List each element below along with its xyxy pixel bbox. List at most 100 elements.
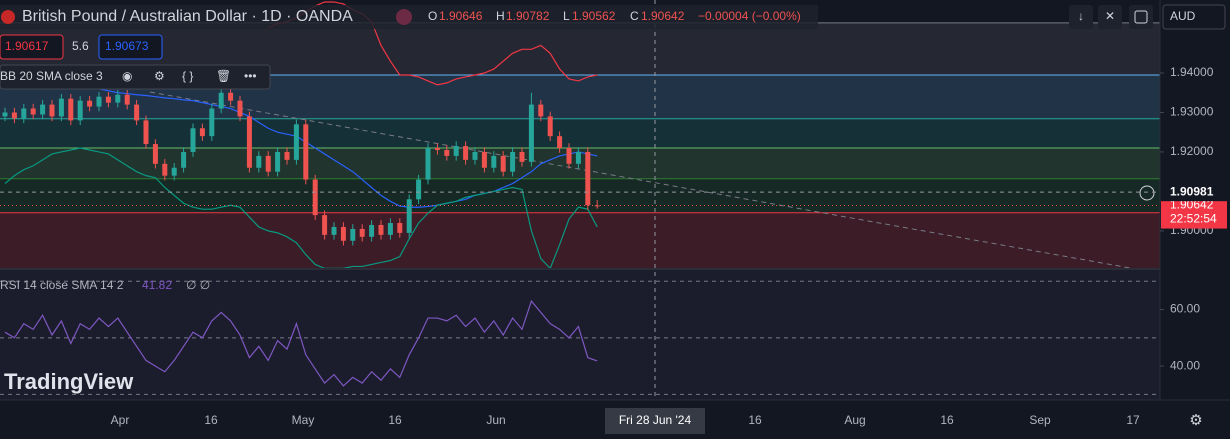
candle-body: [303, 124, 309, 180]
candle-body: [340, 226, 346, 241]
logo: TradingView: [4, 369, 134, 394]
bb-label: BB 20 SMA close 3: [0, 69, 103, 83]
candle-body: [209, 108, 215, 137]
rsi-pane: [0, 270, 1160, 400]
sell-button[interactable]: [0, 34, 64, 60]
candle-body: [143, 120, 149, 145]
candle-body: [528, 104, 534, 162]
candle-body: [284, 151, 290, 160]
o-label: O: [428, 9, 437, 23]
x-tick-label: 16: [388, 413, 402, 427]
candle-body: [199, 128, 205, 137]
candle-body: [87, 100, 93, 107]
candle-body: [434, 148, 440, 150]
candle-body: [58, 98, 64, 117]
candle-body: [463, 146, 469, 160]
x-tick-label: May: [292, 413, 315, 427]
candle-body: [162, 163, 168, 176]
currency-select[interactable]: [1162, 4, 1226, 30]
level-band: [0, 118, 1160, 149]
x-tick-label: Jun: [486, 413, 505, 427]
symbol: British Pound / Australian Dollar · 1D ·…: [22, 8, 353, 25]
candle-body: [481, 151, 487, 168]
rsi-label: RSI 14 close SMA 14 2: [0, 278, 124, 292]
status: [396, 9, 412, 25]
bb-basis: [4, 70, 598, 208]
icon-settings[interactable]: ⚙: [154, 69, 165, 83]
candle-body: [387, 223, 393, 235]
btn-fullscreen[interactable]: [1129, 5, 1153, 29]
icon-eye[interactable]: ◉: [122, 69, 132, 83]
candle-body: [171, 167, 177, 176]
countdown: 22:52:54: [1170, 212, 1217, 226]
candle-body: [444, 149, 450, 156]
o-value: 1.90646: [439, 9, 483, 23]
candle-body: [293, 124, 299, 160]
btn-collapse-icon: ✕: [1105, 9, 1115, 23]
y-tick-label: 1.93000: [1170, 105, 1214, 119]
bb-lower: [4, 147, 598, 268]
rsi-line: [4, 299, 598, 387]
level-band: [0, 212, 1160, 268]
currency: AUD: [1170, 9, 1196, 23]
candle-body: [134, 104, 140, 121]
last-price-box: [1161, 196, 1227, 229]
candle-body: [359, 228, 365, 237]
candle-body: [77, 100, 83, 121]
candle-body: [585, 151, 591, 206]
buy-price: 1.90673: [105, 39, 149, 53]
candle-body: [369, 224, 375, 237]
icon-more[interactable]: •••: [244, 69, 257, 83]
candle-body: [256, 155, 262, 168]
candle-body: [115, 94, 121, 103]
candle-body: [378, 224, 384, 235]
c-label: C: [630, 9, 639, 23]
settings-gear[interactable]: ⚙: [1189, 412, 1202, 429]
candle-body: [11, 112, 17, 119]
crosshair-price-label: 1.90981: [1170, 184, 1214, 198]
crosshair-add[interactable]: [1139, 185, 1155, 201]
candle-body: [181, 151, 187, 168]
c-value: 1.90642: [641, 9, 685, 23]
candle-body: [322, 215, 328, 235]
candle-body: [105, 96, 111, 103]
l-value: 1.90562: [572, 9, 616, 23]
l-label: L: [563, 9, 570, 23]
candle-body: [397, 223, 403, 233]
candle-body: [453, 146, 459, 156]
candle-body: [594, 205, 600, 207]
bb-upper: [267, 1, 598, 86]
candle-body: [49, 104, 55, 117]
candle-body: [575, 151, 581, 164]
btn-collapse[interactable]: [1098, 5, 1122, 29]
candle-body: [416, 179, 422, 200]
candle-body: [124, 94, 130, 105]
bollinger-bands: [4, 1, 598, 268]
change: −0.00004 (−0.00%): [698, 9, 801, 23]
candle-body: [265, 155, 271, 172]
candle-body: [406, 199, 412, 233]
candle-body: [547, 116, 553, 137]
candle-body: [331, 226, 337, 235]
candles: [2, 88, 600, 246]
candle-body: [246, 116, 252, 168]
candle-body: [566, 148, 572, 164]
rsi-extra: ∅ ∅: [186, 278, 210, 292]
btn-down-icon: ↓: [1078, 9, 1084, 23]
candle-body: [218, 92, 224, 109]
x-tick-label: 16: [204, 413, 218, 427]
candle-body: [2, 112, 8, 117]
icon-source[interactable]: { }: [182, 69, 193, 83]
candle-body: [312, 179, 318, 216]
buy-button[interactable]: [98, 34, 163, 60]
candle-body: [519, 151, 525, 162]
icon-delete[interactable]: 🗑: [216, 69, 231, 83]
btn-down[interactable]: [1069, 5, 1093, 29]
candle-body: [190, 128, 196, 152]
candle-body: [557, 136, 563, 149]
crosshair-price-box: [1161, 183, 1227, 202]
bb-legend[interactable]: [0, 64, 271, 90]
x-tick-label: Aug: [844, 413, 865, 427]
candle-body: [510, 151, 516, 172]
